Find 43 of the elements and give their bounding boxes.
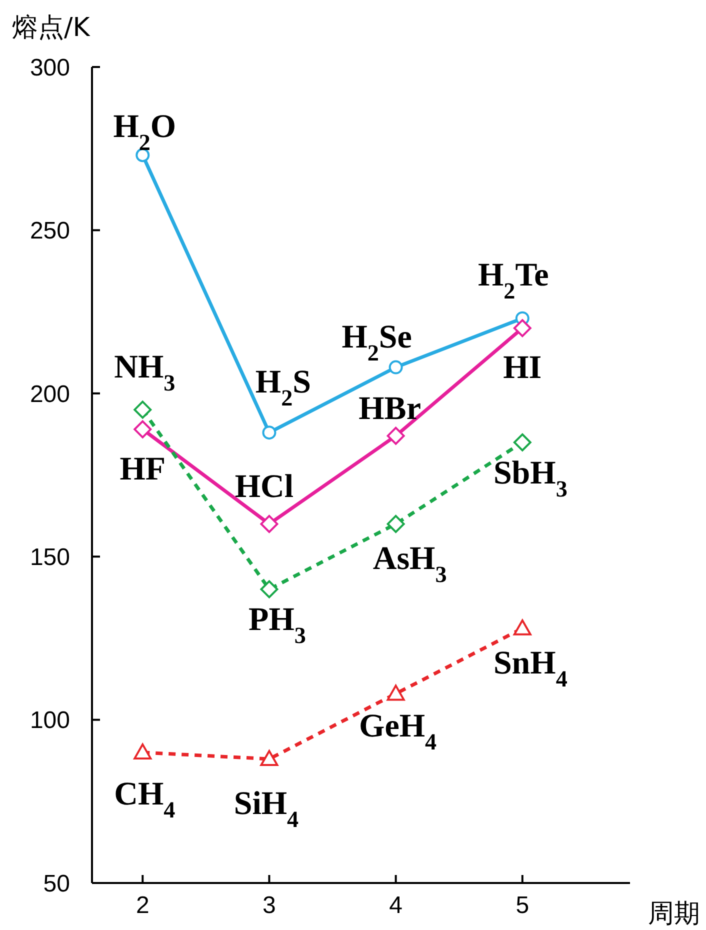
annotation: PH$_{3}$	[248, 602, 306, 648]
annotation: HCl	[234, 468, 294, 505]
y-axis-title: 熔点/K	[12, 13, 91, 43]
y-tick-label: 150	[30, 544, 70, 571]
point	[386, 514, 405, 533]
x-tick-label: 5	[516, 892, 530, 919]
annotation: H$_{2}$Se	[342, 319, 412, 366]
point	[513, 619, 532, 636]
y-tick-label: 300	[30, 54, 70, 82]
point	[388, 360, 403, 374]
point	[134, 743, 152, 760]
annotation: GeH$_{4}$	[359, 708, 438, 755]
point	[262, 426, 276, 440]
x-tick-label: 2	[136, 892, 150, 919]
point	[134, 400, 152, 419]
point	[260, 514, 278, 533]
annotation: HF	[120, 451, 166, 488]
annotation: AsH$_{3}$	[372, 540, 447, 587]
annotation: SnH$_{4}$	[493, 645, 568, 692]
annotation: H$_{2}$S	[255, 364, 312, 411]
annotation: CH$_{4}$	[114, 776, 176, 822]
point	[134, 420, 152, 438]
point	[136, 148, 150, 162]
x-tick-label: 4	[389, 892, 402, 919]
y-tick-label: 100	[30, 707, 70, 734]
point	[513, 433, 532, 452]
annotation: NH$_{3}$	[114, 350, 176, 396]
y-tick-label: 200	[30, 380, 70, 408]
annotation: HBr	[358, 390, 421, 427]
annotation: H$_{2}$O	[113, 109, 176, 156]
annotation: SbH$_{3}$	[493, 455, 568, 502]
point	[260, 750, 278, 766]
point	[386, 426, 405, 445]
x-tick-label: 3	[262, 892, 276, 919]
point	[386, 684, 405, 701]
point	[260, 580, 278, 598]
y-tick-label: 50	[43, 870, 70, 898]
annotation: HI	[503, 350, 542, 386]
annotation: H$_{2}$Te	[478, 257, 549, 304]
x-axis-title: 周期	[648, 899, 700, 929]
point	[513, 319, 532, 338]
y-tick-label: 250	[30, 218, 70, 245]
annotation: SiH$_{4}$	[234, 786, 300, 832]
